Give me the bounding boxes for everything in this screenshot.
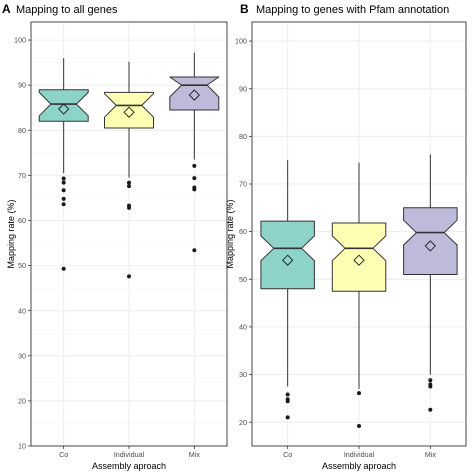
outlier-point xyxy=(61,176,66,181)
x-tick-label: Co xyxy=(283,450,292,459)
y-axis-title: Mapping rate (%) xyxy=(6,199,16,268)
box-body xyxy=(38,89,89,122)
box-individual xyxy=(331,162,387,428)
outlier-point xyxy=(192,176,197,181)
outlier-point xyxy=(285,392,290,397)
outlier-point xyxy=(428,407,433,412)
x-axis-title: Assembly aproach xyxy=(92,461,166,471)
box-mix xyxy=(169,52,220,253)
panel-label: A xyxy=(2,2,11,16)
outlier-point xyxy=(357,391,361,396)
y-tick-label: 80 xyxy=(239,132,247,141)
y-tick-label: 40 xyxy=(239,322,247,331)
y-tick-label: 40 xyxy=(18,306,26,315)
outlier-point xyxy=(285,415,290,420)
x-tick-label: Mix xyxy=(189,450,201,459)
y-tick-label: 100 xyxy=(235,37,247,46)
box-mix xyxy=(403,154,458,412)
outlier-point xyxy=(192,187,197,192)
y-tick-label: 10 xyxy=(18,442,26,451)
box-co xyxy=(38,58,89,271)
box-body xyxy=(104,91,154,129)
y-tick-label: 70 xyxy=(18,171,26,180)
y-tick-label: 90 xyxy=(239,84,247,93)
y-tick-label: 100 xyxy=(14,36,26,45)
outlier-point xyxy=(357,423,361,428)
x-tick-label: Individual xyxy=(114,450,145,459)
outlier-point xyxy=(127,184,131,189)
y-tick-label: 20 xyxy=(239,418,247,427)
panel-a: 10 20 30 40 50 60 70 80 90 100 Co Individual Mix A Map… xyxy=(2,2,228,471)
box-individual xyxy=(104,61,154,279)
box-body xyxy=(331,222,387,292)
y-tick-label: 70 xyxy=(239,180,247,189)
mean-marker xyxy=(188,89,200,101)
y-tick-label: 20 xyxy=(18,396,26,405)
panel-title: Mapping to all genes xyxy=(16,4,118,16)
mean-marker xyxy=(424,240,436,252)
panel-label: B xyxy=(240,2,249,16)
x-tick-label: Individual xyxy=(344,450,375,459)
mean-marker xyxy=(282,254,294,266)
x-tick-label: Mix xyxy=(425,450,437,459)
mean-marker xyxy=(58,103,70,115)
y-tick-label: 50 xyxy=(239,275,247,284)
y-tick-label: 60 xyxy=(239,227,247,236)
y-tick-label: 50 xyxy=(18,261,26,270)
box-body xyxy=(169,76,220,111)
outlier-point xyxy=(127,180,131,185)
panel-title: Mapping to genes with Pfam annotation xyxy=(256,4,449,16)
outlier-point xyxy=(61,180,66,185)
box-co xyxy=(260,160,315,420)
y-tick-label: 60 xyxy=(18,216,26,225)
outlier-point xyxy=(61,266,66,271)
panel-b: 20 30 40 50 60 70 80 90 100 Co Individual Mix B Mappi… xyxy=(225,2,467,471)
y-tick-label: 80 xyxy=(18,126,26,135)
outlier-point xyxy=(61,202,66,207)
y-tick-label: 30 xyxy=(239,370,247,379)
outlier-point xyxy=(127,274,131,279)
x-tick-label: Co xyxy=(59,450,68,459)
outlier-point xyxy=(285,399,290,404)
outlier-point xyxy=(61,188,66,193)
outlier-point xyxy=(61,196,66,201)
outlier-point xyxy=(192,163,197,168)
outlier-point xyxy=(192,248,197,253)
mean-marker xyxy=(353,254,365,266)
mean-marker xyxy=(123,106,135,118)
outlier-point xyxy=(127,205,131,210)
y-tick-label: 90 xyxy=(18,81,26,90)
y-axis-title: Mapping rate (%) xyxy=(225,199,235,268)
y-tick-label: 30 xyxy=(18,351,26,360)
outlier-point xyxy=(428,384,433,389)
x-axis-title: Assembly aproach xyxy=(322,461,396,471)
outlier-point xyxy=(428,378,433,383)
